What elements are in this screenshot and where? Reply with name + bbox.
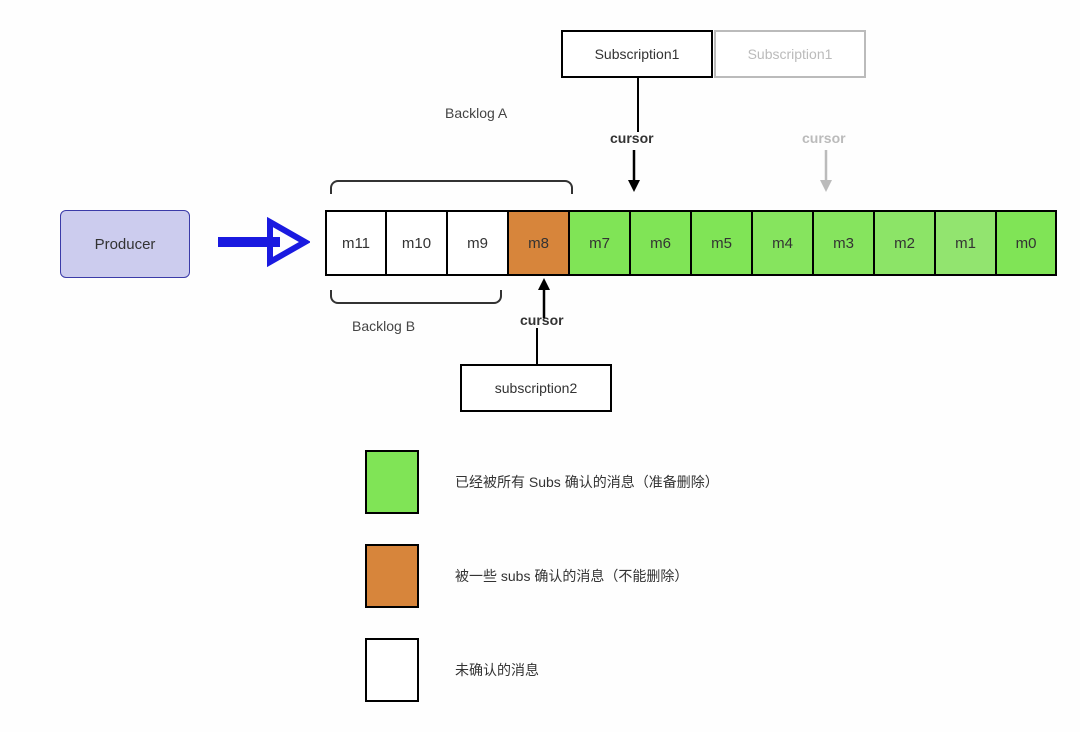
subscription2-box: subscription2 bbox=[460, 364, 612, 412]
legend: 已经被所有 Subs 确认的消息（准备删除） 被一些 subs 确认的消息（不能删… bbox=[365, 450, 719, 732]
queue-cell: m1 bbox=[935, 210, 996, 276]
queue-cell: m11 bbox=[325, 210, 386, 276]
subscription1-faded-box: Subscription1 bbox=[714, 30, 866, 78]
producer-arrow bbox=[210, 212, 310, 272]
queue-cell: m3 bbox=[813, 210, 874, 276]
legend-row: 被一些 subs 确认的消息（不能删除） bbox=[365, 544, 719, 608]
subscription1-label: Subscription1 bbox=[595, 46, 680, 62]
cursor-label-top-left: cursor bbox=[610, 130, 654, 146]
queue-cell: m6 bbox=[630, 210, 691, 276]
legend-row: 未确认的消息 bbox=[365, 638, 719, 702]
subscription1-box: Subscription1 bbox=[561, 30, 713, 78]
queue-cell: m5 bbox=[691, 210, 752, 276]
queue-cell: m7 bbox=[569, 210, 630, 276]
sub1-connector bbox=[636, 78, 640, 138]
legend-row: 已经被所有 Subs 确认的消息（准备删除） bbox=[365, 450, 719, 514]
legend-swatch bbox=[365, 638, 419, 702]
subscription1-faded-label: Subscription1 bbox=[748, 46, 833, 62]
subscription2-label: subscription2 bbox=[495, 380, 578, 396]
producer-box: Producer bbox=[60, 210, 190, 278]
queue-cell: m0 bbox=[996, 210, 1057, 276]
queue-cell: m10 bbox=[386, 210, 447, 276]
queue-cell: m9 bbox=[447, 210, 508, 276]
cursor-arrow-bottom bbox=[530, 272, 558, 322]
legend-swatch bbox=[365, 544, 419, 608]
message-queue: m11m10m9m8m7m6m5m4m3m2m1m0 bbox=[325, 210, 1057, 276]
cursor-label-top-right: cursor bbox=[802, 130, 846, 146]
legend-swatch bbox=[365, 450, 419, 514]
brace-backlog-a bbox=[330, 180, 573, 194]
legend-text: 未确认的消息 bbox=[455, 660, 539, 680]
legend-text: 已经被所有 Subs 确认的消息（准备删除） bbox=[455, 472, 719, 492]
brace-backlog-b bbox=[330, 290, 502, 304]
producer-label: Producer bbox=[95, 236, 156, 253]
backlog-b-label: Backlog B bbox=[352, 318, 415, 334]
queue-cell: m8 bbox=[508, 210, 569, 276]
queue-cell: m4 bbox=[752, 210, 813, 276]
cursor-arrow-top-left bbox=[620, 148, 648, 218]
backlog-a-label: Backlog A bbox=[445, 105, 507, 121]
queue-cell: m2 bbox=[874, 210, 935, 276]
cursor-arrow-top-right bbox=[812, 148, 840, 218]
sub2-connector bbox=[535, 328, 539, 364]
legend-text: 被一些 subs 确认的消息（不能删除） bbox=[455, 566, 688, 586]
